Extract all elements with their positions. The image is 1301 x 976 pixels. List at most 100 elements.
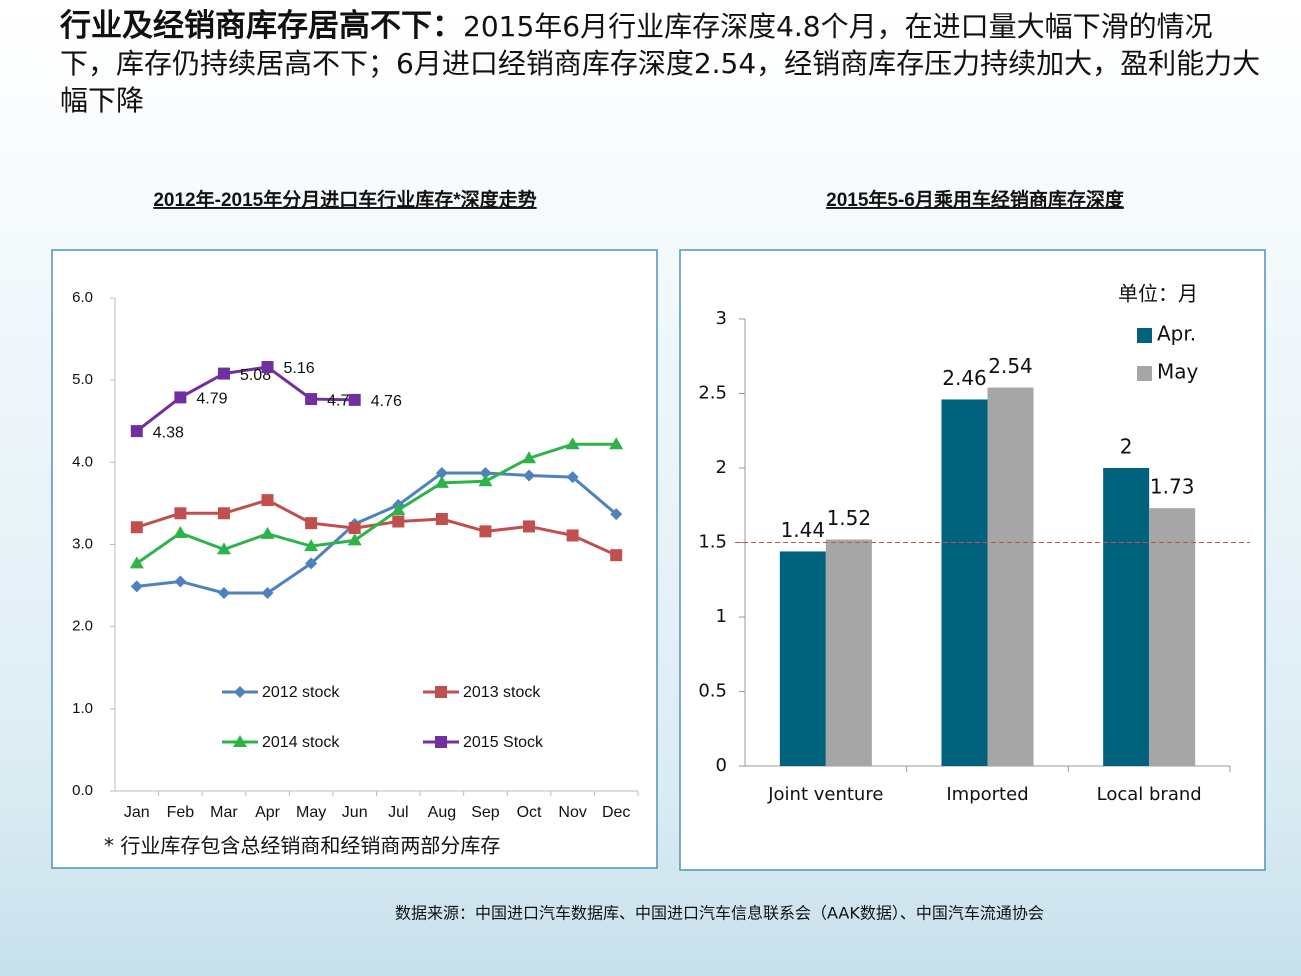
x-tick-label: Dec xyxy=(602,804,630,821)
chart-title: 2012年-2015年分月进口车行业库存*深度走势 xyxy=(153,188,536,211)
x-tick-label: Joint venture xyxy=(767,784,883,805)
x-tick-label: May xyxy=(296,804,326,821)
legend-label: 2013 stock xyxy=(463,684,541,701)
marker xyxy=(216,542,231,555)
source: 数据来源：中国进口汽车数据库、中国进口汽车信息联系会（AAK数据）、中国汽车流通… xyxy=(395,904,1044,923)
data-label: 2 xyxy=(1120,435,1133,459)
slide-title: 行业及经销商库存居高不下：2015年6月行业库存深度4.8个月，在进口量大幅下滑… xyxy=(60,8,1265,119)
marker xyxy=(305,393,318,406)
marker xyxy=(392,515,405,528)
x-tick-label: Imported xyxy=(946,784,1028,805)
y-tick-label: 5.0 xyxy=(72,371,93,388)
bar xyxy=(941,399,988,766)
marker xyxy=(173,525,188,538)
chart-title: 2015年5-6月乘用车经销商库存深度 xyxy=(826,188,1125,211)
x-tick-label: Jan xyxy=(124,804,150,821)
legend-label: 2014 stock xyxy=(262,734,340,751)
data-label: 2.54 xyxy=(988,354,1033,378)
y-tick-label: 0.5 xyxy=(698,681,727,702)
y-tick-label: 2 xyxy=(716,457,727,478)
marker xyxy=(609,437,624,450)
marker xyxy=(610,508,623,521)
unit-annotation: 单位：月 xyxy=(1118,282,1198,306)
x-tick-label: Sep xyxy=(471,804,500,821)
marker xyxy=(565,437,580,450)
title-rest: 2015年6月行业库存深度4.8个月，在进口量大幅下滑的情况下，库存仍持续居高不… xyxy=(60,10,1261,117)
marker xyxy=(347,533,362,546)
marker xyxy=(523,469,536,482)
bar xyxy=(1149,508,1196,766)
data-label: 1.52 xyxy=(827,506,872,530)
marker xyxy=(217,507,230,520)
title-bold: 行业及经销商库存居高不下： xyxy=(60,8,463,44)
footnote: * 行业库存包含总经销商和经销商两部分库存 xyxy=(104,834,500,858)
marker xyxy=(391,502,406,515)
legend-swatch xyxy=(1137,328,1152,343)
marker xyxy=(435,467,448,480)
marker xyxy=(305,557,318,570)
marker xyxy=(234,686,246,698)
legend-swatch xyxy=(1137,366,1152,381)
marker xyxy=(129,556,144,569)
legend-label: May xyxy=(1157,360,1199,384)
x-tick-label: Nov xyxy=(558,804,586,821)
y-tick-label: 3 xyxy=(716,308,727,329)
y-tick-label: 3.0 xyxy=(72,535,93,552)
y-tick-label: 0 xyxy=(716,755,727,776)
marker xyxy=(174,575,187,588)
marker xyxy=(174,391,187,404)
x-tick-label: Jun xyxy=(342,804,368,821)
marker xyxy=(479,467,492,480)
data-label: 4.38 xyxy=(153,424,184,441)
marker xyxy=(435,686,447,698)
marker xyxy=(523,520,536,533)
x-tick-label: Aug xyxy=(428,804,456,821)
bar xyxy=(779,551,826,766)
y-tick-label: 0.0 xyxy=(72,782,93,799)
series-line xyxy=(135,442,617,565)
left-panel xyxy=(51,249,658,869)
marker xyxy=(610,549,623,562)
marker xyxy=(305,517,318,530)
marker xyxy=(130,425,143,438)
bar xyxy=(825,539,872,766)
x-tick-label: Jul xyxy=(388,804,408,821)
y-tick-label: 1 xyxy=(716,606,727,627)
data-label: 5.16 xyxy=(284,360,315,377)
marker xyxy=(304,539,319,552)
y-tick-label: 6.0 xyxy=(72,289,93,306)
marker xyxy=(348,393,361,406)
series-line xyxy=(135,365,355,433)
y-tick-label: 2.5 xyxy=(698,383,727,404)
y-tick-label: 2.0 xyxy=(72,618,93,635)
data-label: 1.73 xyxy=(1150,475,1195,499)
x-tick-label: Oct xyxy=(517,804,542,821)
legend-label: 2012 stock xyxy=(262,684,340,701)
marker xyxy=(479,525,492,538)
x-tick-label: Local brand xyxy=(1097,784,1202,805)
marker xyxy=(130,521,143,534)
data-label: 1.44 xyxy=(781,518,826,542)
marker xyxy=(261,586,274,599)
marker xyxy=(130,580,143,593)
data-label: 2.46 xyxy=(942,366,987,390)
marker xyxy=(260,526,275,539)
marker xyxy=(217,586,230,599)
marker xyxy=(435,736,447,748)
marker xyxy=(478,474,493,487)
x-tick-label: Mar xyxy=(210,804,238,821)
x-tick-label: Apr xyxy=(255,804,281,821)
legend-label: Apr. xyxy=(1157,322,1196,346)
marker xyxy=(233,735,247,747)
marker xyxy=(217,367,230,380)
marker xyxy=(261,361,274,374)
marker xyxy=(435,513,448,526)
y-tick-label: 1.5 xyxy=(698,532,727,553)
marker xyxy=(261,494,274,507)
marker xyxy=(174,507,187,520)
marker xyxy=(566,471,579,484)
y-tick-label: 4.0 xyxy=(72,453,93,470)
marker xyxy=(348,522,361,535)
